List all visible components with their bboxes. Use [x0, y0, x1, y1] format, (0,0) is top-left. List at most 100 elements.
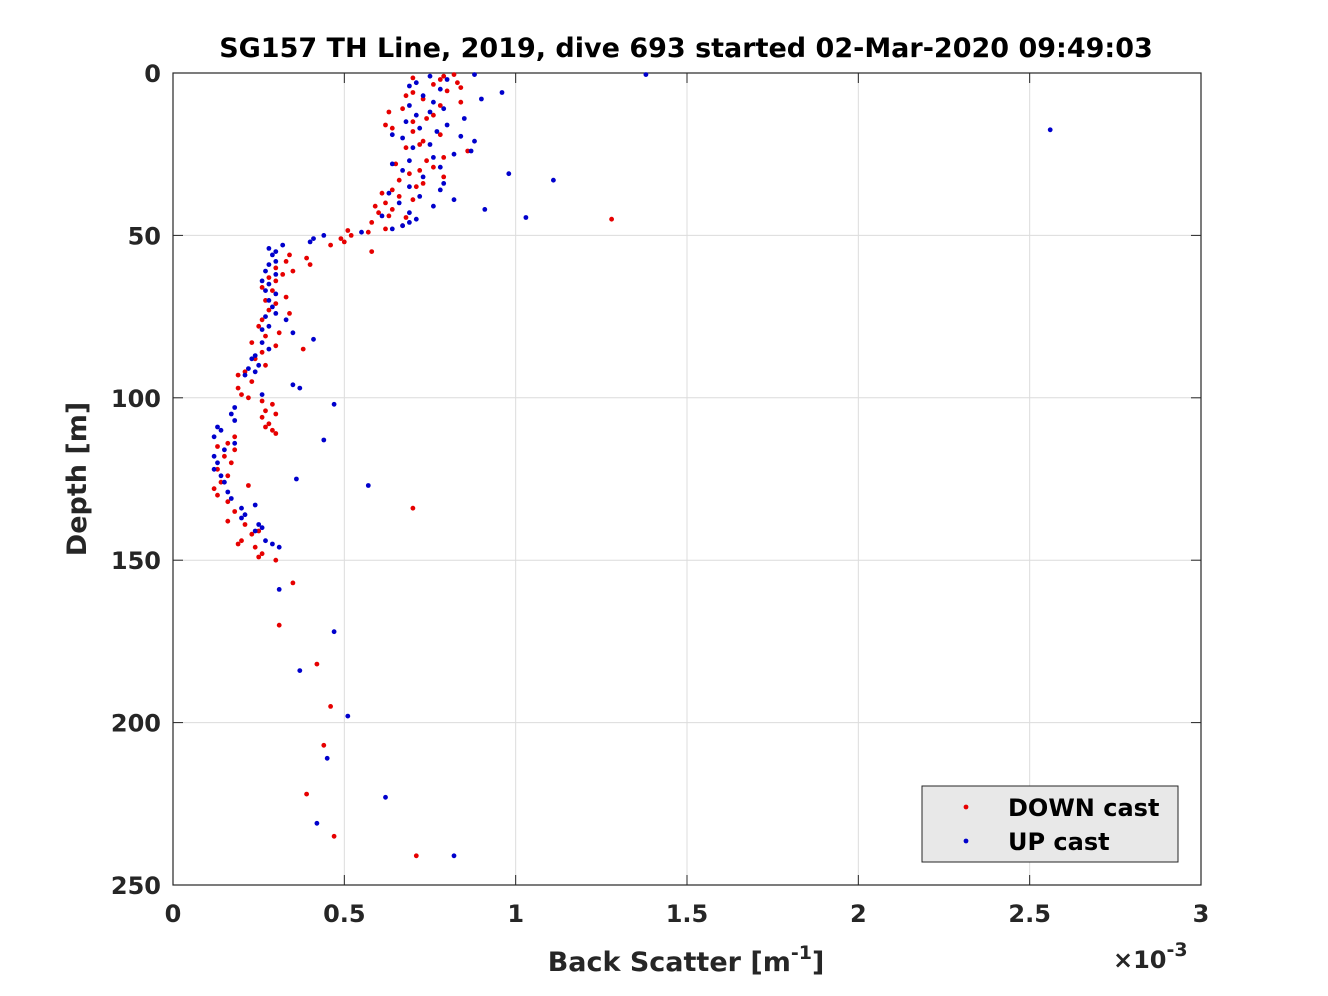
data-point-down-cast — [235, 541, 241, 547]
data-point-down-cast — [424, 116, 429, 121]
data-point-down-cast — [215, 492, 220, 498]
data-point-up-cast — [472, 138, 477, 144]
data-point-up-cast — [311, 236, 316, 242]
data-point-up-cast — [324, 755, 330, 761]
data-point-down-cast — [410, 90, 416, 95]
data-point-up-cast — [413, 216, 419, 222]
data-point-down-cast — [259, 317, 265, 323]
legend-marker-down-cast — [963, 804, 969, 810]
data-point-down-cast — [232, 434, 238, 440]
data-point-up-cast — [211, 434, 217, 440]
data-point-up-cast — [290, 382, 296, 388]
data-point-down-cast — [225, 499, 231, 505]
data-point-up-cast — [431, 155, 436, 160]
data-point-down-cast — [441, 155, 447, 160]
data-point-up-cast — [263, 268, 268, 274]
data-point-down-cast — [232, 509, 238, 514]
data-point-down-cast — [256, 323, 262, 329]
data-point-down-cast — [300, 346, 306, 352]
legend-label-down-cast: DOWN cast — [1008, 794, 1159, 822]
axis-ticks — [172, 72, 1202, 886]
data-point-up-cast — [266, 246, 272, 251]
data-point-up-cast — [211, 453, 217, 459]
data-point-down-cast — [263, 333, 268, 339]
data-point-down-cast — [441, 73, 447, 79]
x-axis-label-main: Back Scatter [m — [548, 947, 791, 978]
data-point-up-cast — [389, 161, 395, 167]
data-point-down-cast — [379, 190, 385, 196]
data-point-down-cast — [417, 168, 423, 173]
data-points — [211, 72, 1053, 859]
data-point-up-cast — [222, 447, 227, 453]
data-point-down-cast — [215, 444, 220, 449]
data-point-up-cast — [386, 190, 392, 196]
data-point-up-cast — [437, 86, 443, 92]
data-point-up-cast — [215, 460, 220, 466]
data-point-down-cast — [225, 518, 231, 524]
data-point-down-cast — [266, 275, 272, 280]
data-point-up-cast — [246, 366, 251, 371]
data-point-up-cast — [297, 668, 303, 673]
data-point-up-cast — [321, 233, 327, 238]
data-point-up-cast — [280, 242, 286, 248]
data-point-down-cast — [235, 385, 241, 391]
data-point-down-cast — [225, 473, 231, 479]
data-point-down-cast — [252, 544, 258, 550]
data-point-down-cast — [273, 431, 279, 436]
data-point-down-cast — [458, 85, 464, 90]
x-tick-label: 0 — [165, 900, 182, 928]
data-point-up-cast — [273, 272, 279, 277]
data-point-up-cast — [239, 515, 244, 521]
data-point-down-cast — [403, 145, 409, 151]
legend-box — [921, 785, 1179, 863]
data-point-down-cast — [307, 262, 313, 267]
data-point-down-cast — [369, 249, 375, 255]
data-point-up-cast — [403, 119, 409, 125]
data-point-down-cast — [321, 742, 327, 748]
data-point-down-cast — [369, 220, 375, 225]
data-point-down-cast — [441, 174, 447, 180]
data-point-down-cast — [273, 265, 279, 271]
x-axis-exponent-base: ×10 — [1113, 946, 1167, 974]
data-point-up-cast — [283, 317, 289, 323]
data-point-up-cast — [506, 171, 512, 177]
data-point-up-cast — [263, 314, 268, 319]
data-point-up-cast — [252, 353, 258, 358]
data-point-up-cast — [451, 197, 457, 203]
data-point-down-cast — [259, 551, 265, 557]
data-point-up-cast — [242, 512, 248, 518]
data-point-up-cast — [345, 713, 351, 719]
data-point-up-cast — [215, 424, 220, 430]
data-point-up-cast — [211, 466, 217, 472]
data-point-up-cast — [259, 278, 265, 284]
data-point-up-cast — [407, 220, 412, 225]
data-point-down-cast — [249, 340, 255, 345]
data-point-down-cast — [283, 259, 289, 264]
data-point-down-cast — [437, 132, 443, 138]
data-point-down-cast — [270, 288, 275, 293]
data-point-up-cast — [417, 125, 423, 131]
data-point-up-cast — [252, 369, 258, 375]
data-point-down-cast — [256, 554, 262, 560]
data-point-up-cast — [259, 525, 265, 531]
data-point-down-cast — [239, 392, 244, 397]
data-point-up-cast — [263, 538, 268, 544]
data-point-up-cast — [314, 820, 320, 826]
data-point-up-cast — [444, 77, 450, 82]
x-axis-exponent: ×10-3 — [1113, 939, 1188, 974]
data-point-up-cast — [410, 145, 416, 151]
y-tick-label: 100 — [111, 385, 161, 413]
data-point-down-cast — [410, 505, 416, 511]
y-axis-tick-labels: 0 50 100 150 200 250 — [111, 60, 161, 900]
data-point-up-cast — [523, 215, 529, 220]
data-point-down-cast — [455, 80, 460, 86]
data-point-up-cast — [417, 194, 423, 199]
data-point-down-cast — [420, 138, 426, 144]
data-point-down-cast — [413, 184, 419, 190]
data-point-down-cast — [389, 125, 395, 131]
x-tick-label: 0.5 — [323, 900, 366, 928]
data-point-up-cast — [431, 203, 436, 209]
x-tick-label: 1.5 — [666, 900, 709, 928]
data-point-down-cast — [276, 622, 282, 628]
data-point-down-cast — [287, 311, 292, 316]
